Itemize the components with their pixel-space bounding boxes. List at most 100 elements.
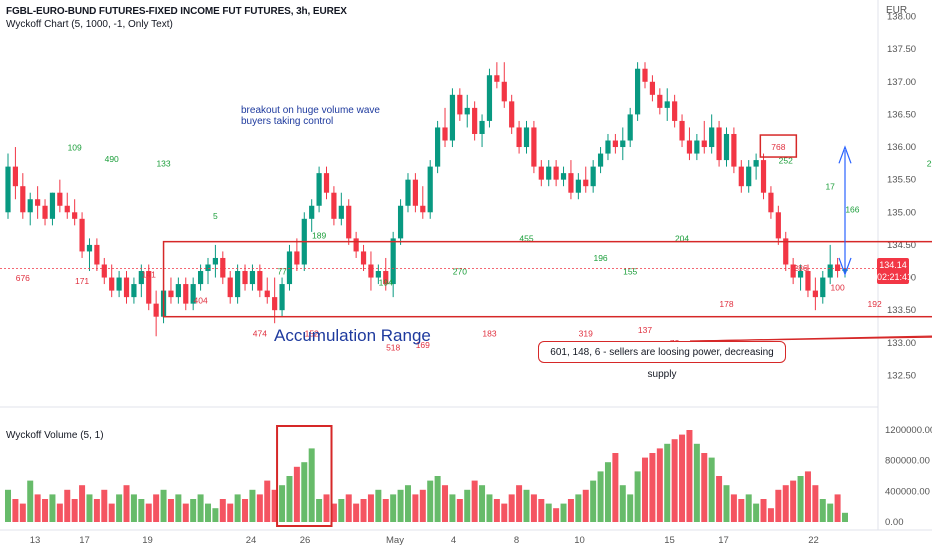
volume-tick-label: 1200000.00 bbox=[885, 425, 932, 436]
candle-body bbox=[516, 127, 522, 148]
volume-bar bbox=[301, 462, 308, 522]
time-tick-label: 17 bbox=[79, 535, 90, 546]
candle-body bbox=[427, 166, 433, 213]
candle-body bbox=[183, 284, 189, 304]
wave-volume-label: 169 bbox=[416, 340, 430, 350]
price-tick-label: 135.00 bbox=[887, 207, 916, 218]
candle-body bbox=[590, 166, 596, 187]
candle-body bbox=[79, 218, 85, 252]
volume-bar bbox=[27, 480, 34, 522]
candle-body bbox=[790, 264, 796, 278]
wave-volume-label: 152 bbox=[305, 328, 319, 338]
time-tick-label: 15 bbox=[664, 535, 675, 546]
wave-volume-label: 676 bbox=[16, 273, 30, 283]
candle-body bbox=[827, 264, 833, 278]
candle-body bbox=[694, 140, 700, 154]
time-tick-label: May bbox=[386, 535, 404, 546]
candle-body bbox=[583, 179, 589, 187]
volume-bar bbox=[516, 485, 523, 522]
candle-body bbox=[94, 244, 100, 265]
candle-body bbox=[553, 166, 559, 180]
volume-bar bbox=[486, 494, 493, 522]
volume-bar bbox=[197, 494, 204, 522]
symbol-title: FGBL-EURO-BUND FUTURES-FIXED INCOME FUT … bbox=[6, 6, 347, 17]
sellers-callout: 601, 148, 6 - sellers are loosing power,… bbox=[538, 341, 786, 380]
volume-bar bbox=[790, 480, 797, 522]
candle-body bbox=[27, 199, 33, 213]
volume-bar bbox=[634, 471, 641, 522]
price-tick-label: 138.00 bbox=[887, 12, 916, 23]
candle-body bbox=[123, 277, 130, 298]
volume-pane-title[interactable]: Wyckoff Volume (5, 1) bbox=[6, 430, 104, 441]
candle-body bbox=[264, 290, 270, 298]
volume-bar bbox=[708, 457, 715, 522]
volume-bar bbox=[293, 466, 300, 522]
accumulation-range-box bbox=[162, 240, 932, 318]
indicator-legend[interactable]: Wyckoff Chart (5, 1000, -1, Only Text) bbox=[6, 19, 173, 30]
candle-body bbox=[679, 120, 685, 141]
volume-bar bbox=[797, 476, 804, 522]
candle-body bbox=[523, 127, 530, 148]
candle-body bbox=[738, 166, 744, 187]
volume-bar bbox=[167, 499, 174, 522]
volume-bar bbox=[738, 499, 745, 522]
volume-bar bbox=[353, 503, 360, 522]
volume-bar bbox=[64, 489, 71, 522]
volume-bar bbox=[679, 434, 686, 522]
candle-body bbox=[701, 140, 707, 148]
candle-body bbox=[5, 166, 11, 213]
candle-body bbox=[812, 290, 818, 298]
volume-bar bbox=[5, 489, 11, 522]
volume-bar bbox=[723, 485, 730, 522]
wave-volume-label: 5 bbox=[213, 211, 218, 221]
breakout-volume-box bbox=[759, 134, 798, 158]
wave-volume-label: 192 bbox=[868, 299, 882, 309]
candle-body bbox=[834, 264, 841, 272]
wave-volume-label: 252 bbox=[779, 155, 793, 165]
wave-volume-label: 183 bbox=[482, 328, 496, 338]
volume-bar bbox=[390, 494, 397, 522]
wave-volume-label: 171 bbox=[75, 276, 89, 286]
volume-bar bbox=[560, 503, 567, 522]
wave-volume-label: 319 bbox=[579, 328, 593, 338]
volume-bar bbox=[612, 453, 619, 522]
time-tick-label: 17 bbox=[718, 535, 729, 546]
volume-bar bbox=[834, 494, 841, 522]
time-tick-label: 22 bbox=[808, 535, 819, 546]
volume-bar bbox=[597, 471, 604, 522]
volume-bar bbox=[204, 503, 211, 522]
wave-volume-label: 490 bbox=[105, 154, 119, 164]
volume-bar bbox=[627, 494, 634, 522]
volume-bar bbox=[693, 443, 700, 522]
candle-body bbox=[753, 160, 759, 167]
volume-tick-label: 400000.00 bbox=[885, 486, 930, 497]
volume-bar bbox=[375, 489, 382, 522]
candle-body bbox=[457, 94, 463, 115]
candle-body bbox=[316, 173, 322, 206]
volume-bar bbox=[212, 508, 219, 522]
candle-body bbox=[331, 192, 337, 219]
volume-bar bbox=[271, 489, 278, 522]
volume-bar bbox=[116, 494, 123, 522]
volume-bar bbox=[523, 489, 530, 522]
time-tick-label: 26 bbox=[300, 535, 311, 546]
volume-bar bbox=[590, 480, 597, 522]
volume-bar bbox=[367, 494, 374, 522]
candle-body bbox=[49, 192, 56, 219]
wave-volume-label: 166 bbox=[845, 204, 859, 214]
volume-bar bbox=[286, 476, 293, 522]
candle-body bbox=[405, 179, 411, 206]
volume-bar bbox=[19, 503, 26, 522]
price-tick-label: 137.50 bbox=[887, 44, 916, 55]
callout-connector bbox=[699, 335, 932, 342]
volume-bar bbox=[782, 485, 789, 522]
volume-bar bbox=[442, 485, 449, 522]
volume-bar bbox=[812, 485, 819, 522]
volume-bar bbox=[508, 494, 515, 522]
price-tick-label: 133.00 bbox=[887, 338, 916, 349]
volume-bar bbox=[404, 485, 411, 522]
volume-bar bbox=[553, 508, 560, 522]
volume-bar bbox=[530, 494, 537, 522]
wave-volume-label: 189 bbox=[312, 230, 326, 240]
